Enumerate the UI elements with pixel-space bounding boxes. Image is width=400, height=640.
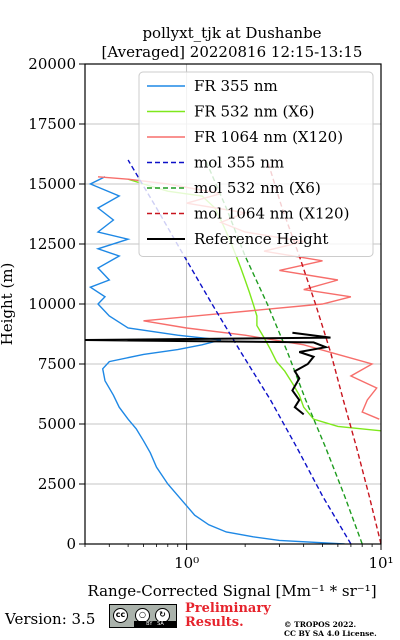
series-line-5 — [266, 159, 381, 544]
y-tick-label: 20000 — [28, 55, 76, 73]
tropos-copyright: © TROPOS 2022. CC BY SA 4.0 License. — [284, 620, 377, 638]
legend: FR 355 nm FR 532 nm (X6) FR 1064 nm (X120)… — [138, 71, 374, 257]
y-axis-label: Height (m) — [0, 263, 16, 346]
y-tick-label: 15000 — [28, 175, 76, 193]
x-axis-label: Range-Corrected Signal [Mm⁻¹ * sr⁻¹] — [87, 582, 376, 600]
cc-license-badge: cc ○ ↻ BY SA — [109, 604, 177, 628]
legend-box — [138, 71, 374, 257]
y-tick-label: 10000 — [28, 295, 76, 313]
y-tick-label: 0 — [66, 535, 76, 553]
legend-label: mol 355 nm — [194, 154, 284, 172]
cc-by-sa-text: BY SA — [134, 621, 176, 627]
series-line-0 — [88, 176, 345, 544]
preliminary-results-note: Preliminary Results. — [185, 601, 271, 630]
y-tick-label: 17500 — [28, 115, 76, 133]
y-tick-label: 2500 — [38, 475, 76, 493]
cc-icon: cc — [113, 608, 128, 623]
series-line-6 — [85, 331, 331, 416]
legend-label: mol 1064 nm (X120) — [194, 205, 349, 223]
axis-ticks: 0 2500 5000 7500 10000 12500 15000 17500 20000 10… — [28, 55, 393, 572]
chart-title-line2: [Averaged] 20220816 12:15-13:15 — [102, 43, 363, 61]
legend-label: FR 532 nm (X6) — [194, 103, 314, 121]
footer: Version: 3.5 cc ○ ↻ BY SA Preliminary Re… — [0, 598, 400, 640]
legend-label: FR 355 nm — [194, 77, 278, 95]
y-tick-label: 12500 — [28, 235, 76, 253]
x-tick-label: 10⁰ — [174, 554, 199, 572]
x-tick-label: 10¹ — [368, 554, 393, 572]
legend-label: Reference Height — [194, 230, 328, 248]
chart-title-line1: pollyxt_tjk at Dushanbe — [142, 24, 321, 42]
version-label: Version: 3.5 — [5, 610, 96, 628]
y-tick-label: 7500 — [38, 355, 76, 373]
y-tick-label: 5000 — [38, 415, 76, 433]
legend-label: FR 1064 nm (X120) — [194, 128, 343, 146]
legend-label: mol 532 nm (X6) — [194, 179, 321, 197]
